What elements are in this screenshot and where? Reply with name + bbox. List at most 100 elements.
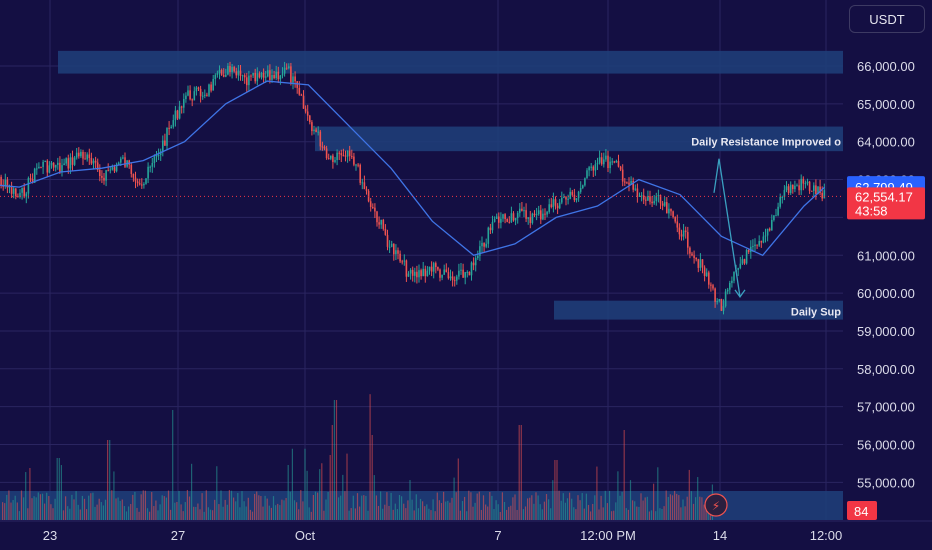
volume-bar [348,510,350,520]
volume-bar [151,492,153,520]
candle-body [722,306,725,311]
projection-arrow [713,158,741,297]
volume-bar [247,497,249,520]
volume-bar [394,503,396,520]
volume-bar [71,494,73,520]
candle-body [61,165,63,172]
candle-body [592,166,595,171]
candle-body [302,95,305,109]
zone-daily-resistance [315,126,843,152]
candle-body [588,167,590,171]
volume-bar [508,506,510,520]
volume-bar [676,493,678,520]
volume-bar [611,511,613,520]
candle-body [575,198,578,201]
candle-body [544,213,546,215]
candle-body [447,272,450,279]
currency-button[interactable]: USDT [849,5,925,33]
candle-body [470,262,473,276]
candle-body [752,246,754,248]
candle-body [777,206,779,216]
candle-body [449,276,452,279]
volume-bar [157,510,159,520]
volume-bar [321,463,323,520]
candle-body [273,74,275,79]
candle-body [817,186,819,195]
candle-body [40,166,42,168]
candle-body [699,259,702,268]
candle-body [411,269,414,276]
candle-body [84,158,86,160]
y-tick-label: 65,000.00 [857,97,915,112]
candle-body [290,66,292,83]
candle-body [647,196,649,201]
candle-body [189,90,191,100]
candle-body [285,67,288,69]
volume-bar [243,501,245,520]
volume-bar [543,501,545,520]
candle-body [743,259,746,264]
candle-body [107,170,109,172]
candle-body [73,157,76,165]
candle-body [323,146,326,149]
candle-body [424,268,427,277]
candle-body [216,73,219,75]
volume-bar [10,502,12,520]
candle-body [183,99,185,108]
candle-body [208,84,210,96]
volume-bar [443,491,445,520]
volume-bar [77,504,79,520]
candle-body [222,74,225,77]
volume-bar [302,501,304,520]
volume-bar [632,500,634,520]
candle-body [288,66,290,69]
volume-bar [608,490,611,520]
candle-body [120,158,122,163]
volume-bar [319,469,321,520]
volume-bar [485,504,487,520]
candle-body [23,187,25,197]
candle-body [176,110,179,119]
candle-body [6,179,9,188]
candle-body [31,179,34,183]
volume-bar [665,490,667,520]
candle-body [283,67,286,74]
volume-bar [218,504,220,520]
volume-bar [432,499,434,520]
zone-top-resistance [58,50,843,74]
volume-bar [457,458,459,520]
volume-bar [75,491,77,520]
candle-body [361,182,364,184]
volume-bar [180,504,182,520]
moving-average-line [0,80,826,257]
candle-body [603,159,605,165]
volume-bar [2,502,4,520]
candle-body [720,299,723,311]
volume-bar [281,499,283,520]
volume-bar [629,480,632,520]
lightning-icon-badge[interactable] [704,493,728,517]
candle-body [338,152,340,154]
candle-body [617,160,620,167]
candle-body [374,207,376,212]
volume-bar [440,503,443,520]
volume-bar [545,494,548,520]
volume-bar [327,491,329,520]
volume-bar [619,495,621,520]
volume-bar [648,511,650,520]
candle-body [12,188,15,194]
volume-bar [224,499,226,520]
candle-body [252,72,254,76]
volume-bar [56,458,58,520]
candle-body [815,185,817,195]
candle-body [741,259,744,264]
candle-body [191,99,193,101]
volume-bar [249,509,251,520]
volume-bar [569,492,571,520]
candle-body [451,276,454,281]
y-tick-label: 66,000.00 [857,59,915,74]
candle-body [739,263,742,269]
candle-body [248,75,250,86]
volume-bar [113,471,115,520]
